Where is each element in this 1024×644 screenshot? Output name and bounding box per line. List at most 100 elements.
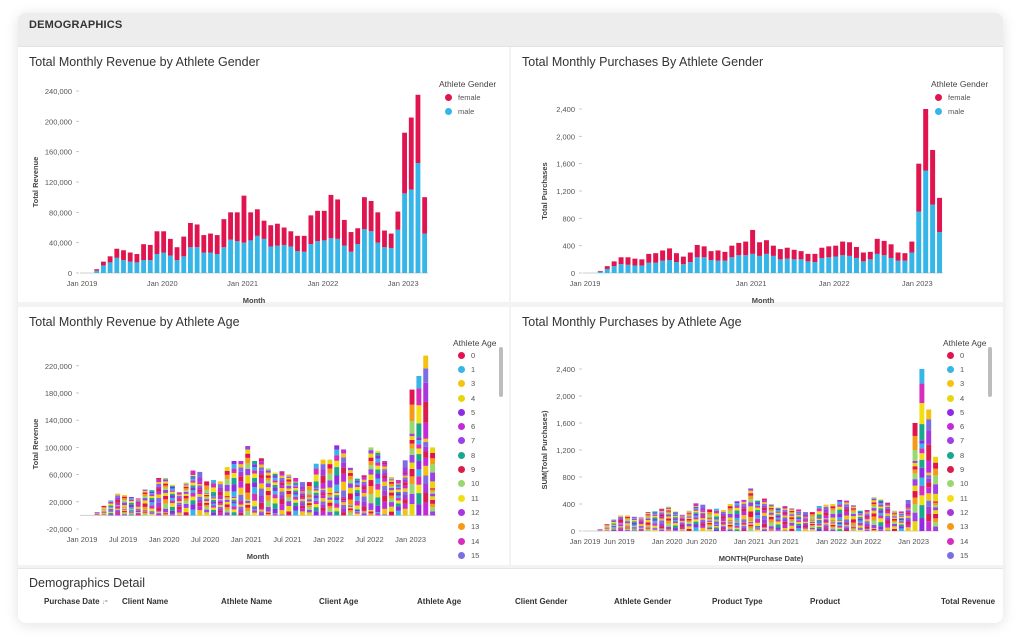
bar-segment[interactable] (707, 520, 713, 522)
bar-segment[interactable] (857, 517, 863, 519)
bar-segment[interactable] (217, 500, 223, 502)
bar-male[interactable] (315, 241, 320, 273)
bar-segment[interactable] (919, 440, 925, 444)
bar-segment[interactable] (707, 517, 713, 519)
bar-segment[interactable] (204, 497, 210, 500)
bar-segment[interactable] (714, 513, 719, 517)
bar-male[interactable] (763, 253, 769, 273)
bar-segment[interactable] (645, 528, 651, 530)
bar-segment[interactable] (905, 527, 911, 531)
bar-segment[interactable] (741, 515, 747, 520)
bar-male[interactable] (708, 260, 714, 273)
bar-male[interactable] (673, 262, 679, 273)
bar-segment[interactable] (389, 481, 394, 484)
bar-segment[interactable] (905, 508, 911, 510)
bar-segment[interactable] (156, 494, 162, 498)
bar-segment[interactable] (265, 483, 271, 488)
bar-segment[interactable] (169, 497, 175, 501)
bar-segment[interactable] (638, 522, 644, 525)
bar-segment[interactable] (789, 520, 795, 523)
bar-segment[interactable] (217, 501, 223, 504)
bar-segment[interactable] (156, 512, 162, 514)
bar-segment[interactable] (224, 501, 230, 505)
bar-segment[interactable] (224, 504, 230, 508)
bar-segment[interactable] (885, 510, 891, 512)
bar-segment[interactable] (430, 503, 436, 508)
bar-segment[interactable] (128, 510, 134, 511)
bar-segment[interactable] (354, 510, 360, 513)
bar-segment[interactable] (300, 501, 305, 504)
bar-segment[interactable] (375, 450, 381, 453)
bar-segment[interactable] (313, 498, 319, 501)
bar-segment[interactable] (279, 472, 285, 474)
bar-segment[interactable] (720, 529, 726, 531)
bar-segment[interactable] (926, 430, 932, 445)
bar-segment[interactable] (354, 512, 360, 514)
bar-segment[interactable] (135, 498, 141, 500)
bar-segment[interactable] (258, 461, 264, 465)
bar-segment[interactable] (782, 508, 788, 510)
bar-segment[interactable] (741, 499, 747, 502)
bar-segment[interactable] (631, 529, 637, 531)
bar-segment[interactable] (775, 530, 781, 531)
bar-segment[interactable] (197, 477, 203, 482)
bar-segment[interactable] (423, 446, 429, 452)
bar-segment[interactable] (128, 511, 134, 513)
bar-segment[interactable] (163, 492, 169, 496)
bar-segment[interactable] (286, 490, 292, 495)
bar-segment[interactable] (905, 517, 911, 520)
bar-segment[interactable] (231, 461, 237, 465)
bar-segment[interactable] (652, 528, 658, 529)
bar-segment[interactable] (258, 470, 264, 475)
bar-segment[interactable] (341, 502, 347, 505)
bar-segment[interactable] (327, 493, 333, 495)
bar-segment[interactable] (375, 513, 381, 516)
bar-segment[interactable] (320, 510, 326, 516)
bar-segment[interactable] (618, 527, 624, 529)
bar-segment[interactable] (885, 503, 891, 505)
bar-male[interactable] (335, 238, 341, 273)
bar-segment[interactable] (190, 504, 196, 510)
bar-segment[interactable] (156, 478, 162, 480)
bar-segment[interactable] (933, 484, 939, 494)
bar-segment[interactable] (320, 504, 326, 508)
bar-segment[interactable] (727, 517, 733, 521)
bar-segment[interactable] (231, 464, 237, 469)
bar-segment[interactable] (857, 529, 863, 530)
bar-segment[interactable] (659, 511, 665, 513)
bar-segment[interactable] (211, 498, 216, 500)
bar-segment[interactable] (830, 529, 836, 531)
bar-segment[interactable] (361, 486, 367, 490)
bar-segment[interactable] (354, 484, 360, 488)
legend-item[interactable]: male (445, 104, 481, 118)
bar-segment[interactable] (857, 525, 863, 528)
bar-segment[interactable] (320, 464, 326, 470)
bar-female[interactable] (812, 253, 818, 263)
bar-segment[interactable] (306, 501, 312, 504)
bar-segment[interactable] (423, 401, 429, 423)
bar-female[interactable] (881, 240, 887, 256)
bar-segment[interactable] (122, 511, 127, 513)
bar-segment[interactable] (108, 501, 114, 504)
bar-segment[interactable] (169, 514, 175, 516)
bar-segment[interactable] (327, 480, 333, 488)
bar-segment[interactable] (782, 517, 788, 520)
bar-segment[interactable] (224, 474, 230, 480)
bar-segment[interactable] (204, 485, 210, 490)
bar-segment[interactable] (149, 491, 155, 494)
bar-segment[interactable] (354, 513, 360, 516)
bar-segment[interactable] (347, 479, 353, 484)
bar-male[interactable] (833, 256, 839, 273)
bar-segment[interactable] (926, 513, 932, 522)
legend-item[interactable]: 4 (947, 391, 968, 405)
bar-segment[interactable] (115, 499, 121, 503)
bar-segment[interactable] (361, 501, 367, 507)
bar-segment[interactable] (885, 527, 891, 531)
bar-segment[interactable] (156, 486, 162, 489)
bar-segment[interactable] (837, 520, 843, 522)
legend-item[interactable]: 5 (947, 405, 968, 419)
legend-item[interactable]: 9 (458, 462, 479, 476)
bar-segment[interactable] (666, 514, 672, 517)
bar-segment[interactable] (361, 481, 367, 485)
bar-segment[interactable] (306, 507, 312, 510)
